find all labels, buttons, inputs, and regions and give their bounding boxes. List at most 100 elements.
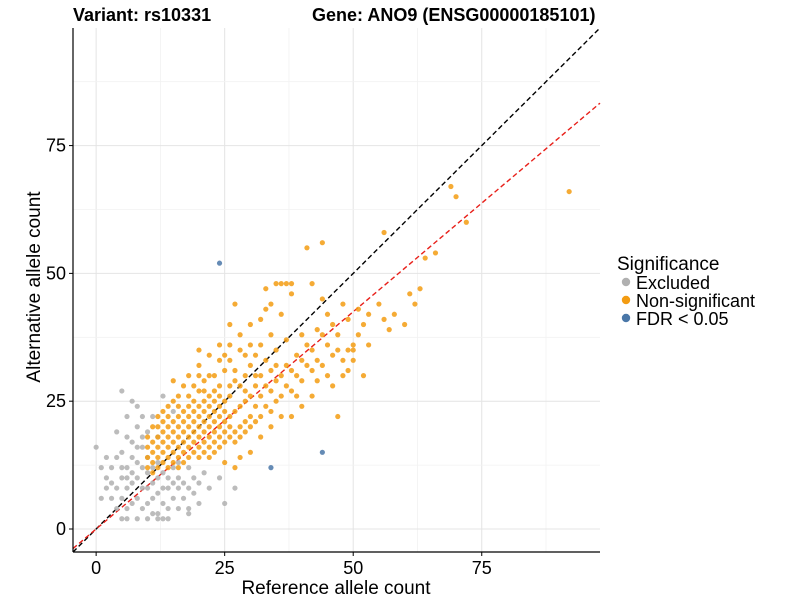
data-point (134, 495, 140, 501)
data-point (186, 403, 192, 409)
data-point (232, 429, 238, 435)
data-point (150, 449, 156, 455)
data-point (273, 398, 279, 404)
x-tick-label: 25 (215, 558, 235, 578)
data-point (134, 424, 140, 430)
data-point (294, 352, 300, 358)
series-fdr-0-05 (216, 260, 325, 471)
data-point (201, 429, 207, 435)
data-point (139, 505, 146, 512)
data-point (170, 480, 176, 486)
data-point (186, 434, 192, 440)
data-point (124, 475, 130, 481)
data-point (263, 403, 269, 409)
data-point (386, 327, 392, 333)
data-point (211, 419, 217, 425)
data-point (160, 408, 166, 415)
data-point (330, 383, 336, 389)
data-point (129, 439, 135, 445)
data-point (242, 352, 248, 358)
data-point (309, 281, 315, 287)
data-point (180, 459, 187, 466)
data-point (155, 454, 161, 461)
data-point (237, 434, 243, 440)
data-point (314, 327, 320, 333)
data-point (175, 485, 181, 491)
data-point (247, 449, 253, 455)
data-point (453, 194, 459, 200)
data-point (155, 465, 161, 471)
data-point (150, 480, 156, 486)
data-point (242, 398, 248, 404)
data-point (119, 388, 125, 394)
data-point (381, 229, 387, 236)
y-tick-label: 75 (46, 136, 66, 156)
data-point (345, 347, 351, 353)
data-point (150, 413, 156, 420)
data-point (216, 403, 223, 409)
data-point (319, 449, 325, 455)
data-point (232, 465, 238, 471)
data-point (196, 347, 202, 353)
data-point (340, 357, 346, 363)
data-point (160, 449, 166, 455)
data-point (124, 465, 130, 471)
data-point (186, 413, 192, 420)
data-point (186, 444, 192, 450)
y-tick-label: 25 (46, 391, 66, 411)
data-point (170, 439, 176, 445)
data-point (191, 490, 197, 496)
data-point (324, 373, 331, 379)
data-point (206, 352, 212, 358)
data-point (345, 367, 351, 374)
data-point (247, 342, 253, 348)
data-point (170, 459, 176, 466)
data-point (258, 393, 264, 399)
data-point (139, 465, 146, 471)
data-point (258, 413, 264, 420)
data-point (237, 424, 243, 430)
data-point (114, 429, 120, 435)
data-point (186, 505, 192, 512)
data-point (232, 439, 238, 445)
legend-key-fdr-0-05 (621, 313, 631, 323)
data-point (196, 373, 202, 379)
data-point (283, 383, 289, 389)
data-point (366, 342, 372, 348)
data-point (463, 219, 469, 225)
x-axis-ticks: 0 25 50 75 (91, 552, 492, 578)
data-point (566, 188, 572, 195)
data-point (227, 357, 233, 363)
y-tick-label: 50 (46, 263, 66, 283)
data-point (258, 316, 264, 322)
legend-label: FDR < 0.05 (636, 309, 729, 329)
data-point (139, 444, 146, 450)
data-point (222, 429, 228, 435)
data-point (134, 403, 140, 409)
data-point (98, 495, 104, 501)
data-point (360, 373, 367, 379)
data-point (319, 362, 325, 369)
data-point (206, 434, 212, 440)
data-point (134, 444, 140, 450)
data-point (227, 434, 233, 440)
data-point (180, 419, 187, 425)
data-point (144, 485, 151, 491)
data-point (186, 454, 192, 461)
x-axis-title: Reference allele count (241, 578, 431, 599)
data-point (330, 352, 336, 358)
chart-title-gene: Gene: ANO9 (ENSG00000185101) (312, 5, 595, 25)
data-point (247, 413, 253, 420)
data-point (129, 500, 135, 507)
data-point (319, 240, 325, 246)
data-point (278, 413, 284, 420)
data-point (119, 495, 125, 501)
data-point (252, 352, 259, 358)
data-point (134, 516, 140, 522)
data-point (165, 505, 171, 512)
data-point (170, 465, 176, 471)
x-tick-label: 0 (91, 558, 101, 578)
data-point (309, 347, 315, 353)
data-point (108, 480, 115, 486)
data-point (319, 332, 325, 338)
